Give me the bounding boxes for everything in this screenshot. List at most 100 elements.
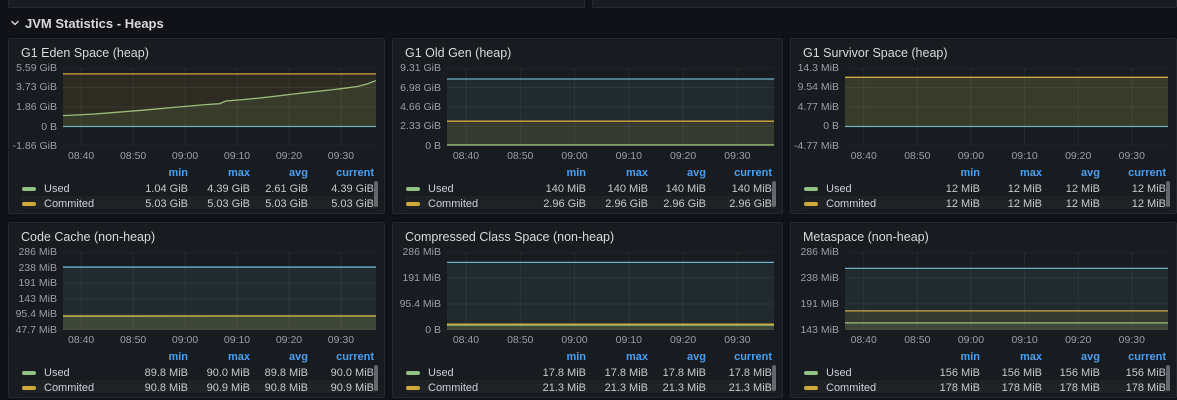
x-tick-label: 09:00 (561, 334, 587, 346)
x-tick-label: 08:40 (851, 150, 877, 162)
panel-compressed-class-space: Compressed Class Space (non-heap) 286 Mi… (392, 222, 783, 398)
legend-value-current: 17.8 MiB (706, 367, 772, 379)
x-tick-label: 08:50 (904, 334, 930, 346)
panel-g1-old-gen: G1 Old Gen (heap) 9.31 GiB6.98 GiB4.66 G… (392, 38, 783, 214)
legend-header-min[interactable]: min (524, 167, 586, 179)
legend-series-label-commited[interactable]: Commited (44, 382, 126, 394)
legend-series-label-used[interactable]: Used (44, 367, 126, 379)
y-tick-label: 4.66 GiB (400, 101, 441, 113)
series-swatch-commited (804, 386, 818, 390)
y-tick-label: 238 MiB (18, 262, 57, 274)
legend-header-min[interactable]: min (126, 351, 188, 363)
y-tick-label: 0 B (425, 324, 441, 336)
x-tick-label: 09:30 (328, 334, 354, 346)
legend-header-min[interactable]: min (524, 351, 586, 363)
x-tick-label: 09:30 (1119, 150, 1145, 162)
legend-row-used: Used140 MiB140 MiB140 MiB140 MiB (406, 181, 776, 196)
legend-header-min[interactable]: min (918, 167, 980, 179)
legend-series-label-used[interactable]: Used (826, 183, 918, 195)
legend-header-current[interactable]: current (1100, 351, 1166, 363)
legend-header-avg[interactable]: avg (648, 351, 706, 363)
legend-value-max: 140 MiB (586, 183, 648, 195)
legend-header-avg[interactable]: avg (648, 167, 706, 179)
legend-header-max[interactable]: max (586, 351, 648, 363)
panel-g1-eden-space: G1 Eden Space (heap) 5.59 GiB3.73 GiB1.8… (8, 38, 385, 214)
legend-table: minmaxavgcurrentUsed1.04 GiB4.39 GiB2.61… (22, 165, 378, 209)
panel-title[interactable]: Metaspace (non-heap) (791, 223, 1176, 245)
legend-header-max[interactable]: max (980, 351, 1042, 363)
legend-series-label-used[interactable]: Used (428, 183, 524, 195)
legend-scrollbar[interactable] (374, 365, 378, 391)
legend-header-max[interactable]: max (188, 351, 250, 363)
row-header-jvm-statistics-heaps[interactable]: JVM Statistics - Heaps (10, 13, 164, 33)
panel-title[interactable]: G1 Survivor Space (heap) (791, 39, 1176, 61)
legend-header-max[interactable]: max (980, 167, 1042, 179)
legend-series-label-commited[interactable]: Commited (428, 198, 524, 210)
legend-header-current[interactable]: current (1100, 167, 1166, 179)
legend-series-label-commited[interactable]: Commited (44, 198, 126, 210)
legend-header-avg[interactable]: avg (250, 167, 308, 179)
panel-title[interactable]: G1 Eden Space (heap) (9, 39, 384, 61)
chart-plot[interactable] (447, 68, 774, 146)
legend-scrollbar[interactable] (772, 181, 776, 207)
panel-title[interactable]: Code Cache (non-heap) (9, 223, 384, 245)
chart-plot[interactable] (63, 252, 376, 330)
panel-title-text: G1 Survivor Space (heap) (803, 46, 948, 60)
legend-scrollbar[interactable] (1166, 365, 1170, 391)
legend-value-max: 156 MiB (980, 367, 1042, 379)
legend-header-min[interactable]: min (918, 351, 980, 363)
legend-scrollbar[interactable] (374, 181, 378, 207)
x-tick-label: 09:30 (724, 334, 750, 346)
legend-value-max: 21.3 MiB (586, 382, 648, 394)
x-tick-label: 09:00 (561, 150, 587, 162)
chart-plot[interactable] (845, 252, 1168, 330)
legend-header-max[interactable]: max (188, 167, 250, 179)
legend-value-current: 12 MiB (1100, 198, 1166, 210)
legend-header-current[interactable]: current (308, 351, 374, 363)
legend-value-avg: 178 MiB (1042, 382, 1100, 394)
legend-series-label-used[interactable]: Used (826, 367, 918, 379)
panel-title[interactable]: G1 Old Gen (heap) (393, 39, 782, 61)
series-area-commited (63, 316, 376, 330)
legend-header-avg[interactable]: avg (1042, 351, 1100, 363)
legend-series-label-commited[interactable]: Commited (826, 198, 918, 210)
chart-plot[interactable] (447, 252, 774, 330)
legend-value-min: 1.04 GiB (126, 183, 188, 195)
y-tick-label: 4.77 MiB (798, 101, 839, 113)
chart-plot[interactable] (845, 68, 1168, 146)
legend-scrollbar[interactable] (1166, 181, 1170, 207)
legend-header-current[interactable]: current (308, 167, 374, 179)
legend-value-max: 17.8 MiB (586, 367, 648, 379)
legend-header-current[interactable]: current (706, 351, 772, 363)
x-tick-label: 09:30 (724, 150, 750, 162)
legend-series-label-used[interactable]: Used (428, 367, 524, 379)
legend-header-row: minmaxavgcurrent (804, 165, 1170, 181)
y-tick-label: 0 B (41, 121, 57, 133)
legend-header-min[interactable]: min (126, 167, 188, 179)
legend-value-current: 12 MiB (1100, 183, 1166, 195)
legend-header-current[interactable]: current (706, 167, 772, 179)
chart-plot[interactable] (63, 68, 376, 146)
legend-series-label-commited[interactable]: Commited (428, 382, 524, 394)
legend-series-label-commited[interactable]: Commited (826, 382, 918, 394)
panel-title[interactable]: Compressed Class Space (non-heap) (393, 223, 782, 245)
x-tick-label: 09:20 (1065, 334, 1091, 346)
x-axis-labels: 08:4008:5009:0009:1009:2009:30 (845, 146, 1168, 162)
legend-value-current: 156 MiB (1100, 367, 1166, 379)
legend-header-avg[interactable]: avg (1042, 167, 1100, 179)
legend-scrollbar[interactable] (772, 365, 776, 391)
legend-value-min: 89.8 MiB (126, 367, 188, 379)
x-tick-label: 08:40 (453, 334, 479, 346)
chevron-down-icon (10, 18, 20, 28)
x-tick-label: 08:50 (120, 334, 146, 346)
panel-code-cache: Code Cache (non-heap) 286 MiB238 MiB191 … (8, 222, 385, 398)
x-tick-label: 08:40 (68, 334, 94, 346)
legend-header-max[interactable]: max (586, 167, 648, 179)
legend-value-avg: 17.8 MiB (648, 367, 706, 379)
legend-header-avg[interactable]: avg (250, 351, 308, 363)
legend-value-avg: 89.8 MiB (250, 367, 308, 379)
y-tick-label: 6.98 GiB (400, 82, 441, 94)
series-swatch-commited (804, 202, 818, 206)
x-axis-labels: 08:4008:5009:0009:1009:2009:30 (447, 146, 774, 162)
legend-series-label-used[interactable]: Used (44, 183, 126, 195)
